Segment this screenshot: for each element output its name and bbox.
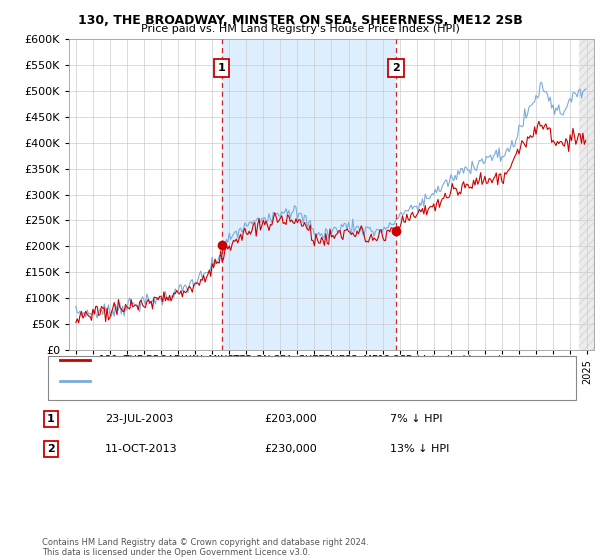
Text: 1: 1 xyxy=(47,414,55,424)
Text: 1: 1 xyxy=(218,63,226,73)
Text: 2: 2 xyxy=(47,444,55,454)
Text: £230,000: £230,000 xyxy=(264,444,317,454)
Text: 13% ↓ HPI: 13% ↓ HPI xyxy=(390,444,449,454)
Text: Price paid vs. HM Land Registry's House Price Index (HPI): Price paid vs. HM Land Registry's House … xyxy=(140,24,460,34)
Bar xyxy=(396,39,596,350)
Text: £203,000: £203,000 xyxy=(264,414,317,424)
Text: 23-JUL-2003: 23-JUL-2003 xyxy=(105,414,173,424)
Bar xyxy=(221,39,396,350)
Text: Contains HM Land Registry data © Crown copyright and database right 2024.
This d: Contains HM Land Registry data © Crown c… xyxy=(42,538,368,557)
Text: 130, THE BROADWAY, MINSTER ON SEA, SHEERNESS, ME12 2SB (detached house): 130, THE BROADWAY, MINSTER ON SEA, SHEER… xyxy=(99,354,502,365)
Text: 11-OCT-2013: 11-OCT-2013 xyxy=(105,444,178,454)
Text: 7% ↓ HPI: 7% ↓ HPI xyxy=(390,414,443,424)
Text: 2: 2 xyxy=(392,63,400,73)
Bar xyxy=(578,39,596,350)
Text: 130, THE BROADWAY, MINSTER ON SEA, SHEERNESS, ME12 2SB: 130, THE BROADWAY, MINSTER ON SEA, SHEER… xyxy=(77,14,523,27)
Text: HPI: Average price, detached house, Swale: HPI: Average price, detached house, Swal… xyxy=(99,376,309,386)
